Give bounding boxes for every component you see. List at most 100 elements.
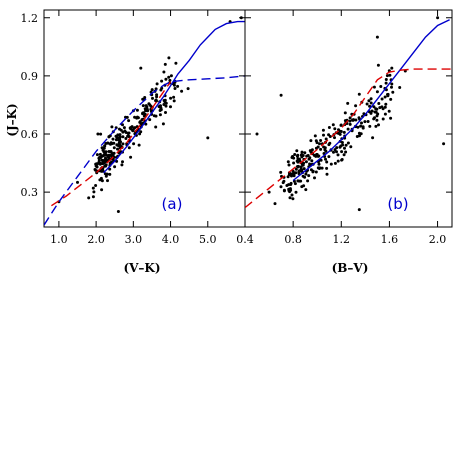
data-point (333, 136, 336, 140)
data-point (346, 101, 350, 105)
data-point (314, 154, 318, 158)
data-point (135, 116, 139, 120)
data-point (290, 156, 294, 159)
panel-a-y-ticks: 0.3 0.6 0.9 1.2 (21, 12, 245, 199)
data-point (95, 162, 99, 166)
data-point (322, 145, 326, 149)
data-point (313, 134, 317, 138)
data-point (336, 153, 340, 157)
data-point (357, 92, 361, 96)
data-point (354, 104, 358, 108)
data-point (389, 97, 393, 101)
data-point (378, 106, 382, 110)
data-point (135, 108, 139, 112)
panel-a-curves (44, 20, 245, 226)
data-point (287, 173, 291, 177)
data-point (376, 112, 380, 116)
data-point (98, 155, 102, 159)
data-point (287, 187, 291, 191)
data-point (104, 164, 108, 168)
data-point (359, 124, 363, 128)
data-point (340, 141, 344, 144)
data-point (369, 97, 373, 101)
data-point (293, 182, 297, 186)
data-point (103, 144, 107, 148)
data-point (373, 110, 377, 114)
data-point (116, 147, 119, 151)
data-point (118, 135, 122, 139)
data-point (158, 104, 162, 108)
data-point (323, 148, 327, 152)
data-point (125, 115, 129, 119)
data-point (357, 131, 361, 135)
data-point (140, 118, 144, 122)
y-tick-label: 1.2 (21, 12, 39, 25)
data-point (98, 152, 102, 156)
data-point (348, 122, 352, 126)
data-point (383, 95, 387, 99)
data-point (290, 193, 294, 197)
y-tick-label: 0.9 (21, 70, 39, 83)
data-point (121, 142, 125, 146)
data-point (307, 157, 311, 161)
data-point (377, 102, 381, 105)
data-point (375, 90, 379, 94)
data-point (282, 179, 286, 183)
data-point (158, 113, 162, 117)
data-point (343, 119, 347, 123)
data-point (340, 158, 344, 161)
data-point (333, 148, 337, 152)
data-point (164, 104, 168, 108)
x-tick-label: 2.0 (87, 233, 105, 246)
data-point (322, 133, 325, 137)
data-point (331, 123, 335, 127)
data-point (390, 66, 394, 70)
model-curve-solid (103, 20, 245, 174)
data-point (390, 85, 393, 89)
data-point (115, 143, 119, 147)
data-point (387, 109, 391, 113)
data-point (100, 158, 104, 162)
data-point (282, 189, 286, 193)
x-tick-label: 1.0 (50, 233, 68, 246)
data-point (164, 77, 168, 81)
data-point (158, 109, 162, 112)
data-point (372, 117, 376, 121)
data-point (163, 62, 167, 66)
data-point (349, 145, 353, 149)
data-point (186, 87, 190, 91)
data-point (139, 130, 143, 134)
data-point (299, 165, 303, 169)
data-point (306, 154, 310, 157)
panel-b-y-ticks (245, 17, 452, 193)
panel-b-points (255, 16, 446, 212)
data-point (143, 96, 147, 99)
data-point (108, 167, 112, 171)
data-point (335, 146, 339, 150)
data-point (436, 16, 440, 20)
data-point (369, 101, 373, 105)
data-point (129, 126, 133, 129)
data-point (314, 170, 318, 174)
data-point (365, 102, 369, 106)
data-point (104, 150, 108, 154)
data-point (317, 154, 321, 158)
data-point (94, 168, 98, 172)
data-point (160, 86, 164, 90)
data-point (172, 99, 176, 103)
data-point (342, 130, 346, 134)
model-curve-dashed (44, 75, 245, 226)
data-point (151, 96, 154, 100)
data-point (174, 61, 178, 65)
data-point (172, 95, 176, 99)
data-point (304, 160, 308, 164)
data-point (176, 84, 180, 88)
data-point (310, 159, 314, 163)
data-point (296, 179, 300, 183)
data-point (139, 66, 143, 70)
data-point (116, 133, 120, 137)
data-point (267, 190, 271, 194)
data-point (169, 74, 173, 78)
data-point (390, 82, 394, 86)
